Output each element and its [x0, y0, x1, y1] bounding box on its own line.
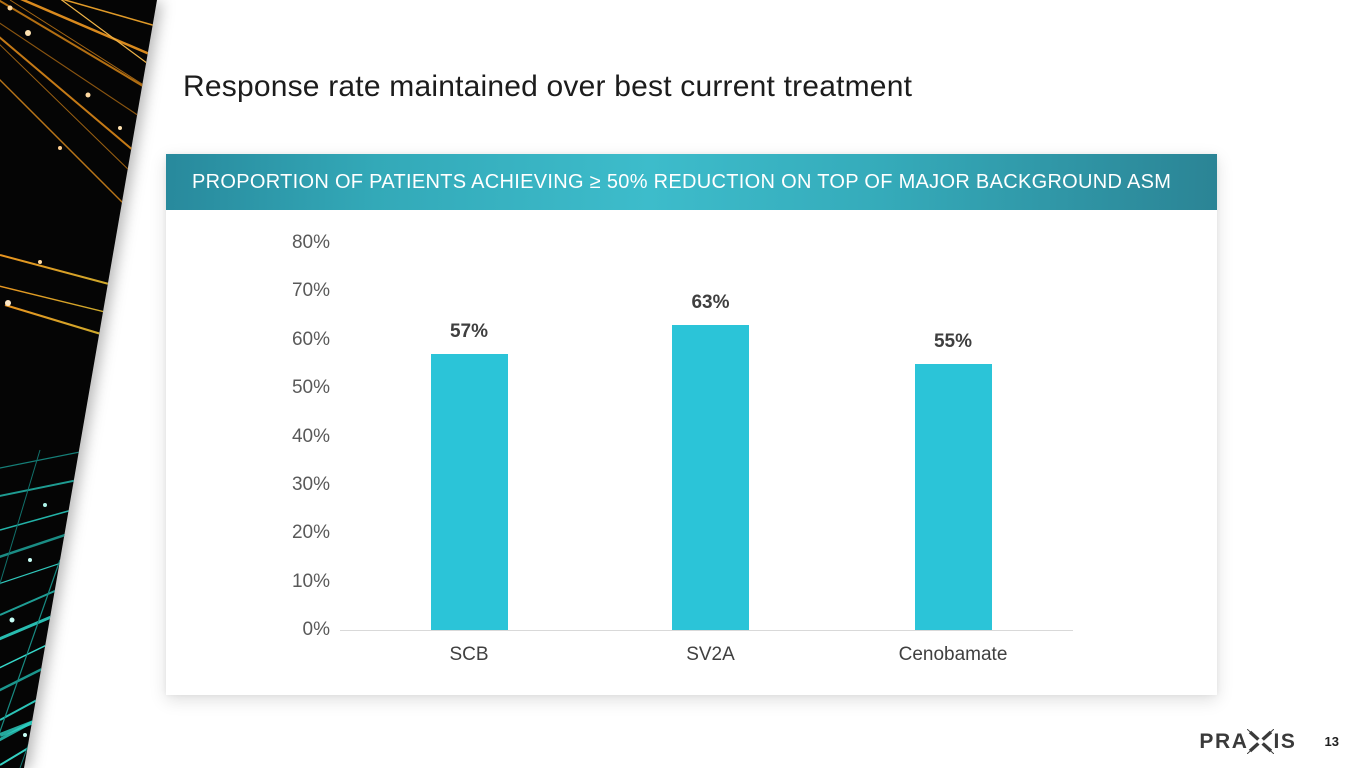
slide-footer: PRA IS 13 [1199, 729, 1339, 754]
y-axis-tick-label: 60% [291, 328, 330, 350]
category-label-cenobamate: Cenobamate [898, 644, 1008, 665]
logo-text-right: IS [1273, 729, 1297, 753]
y-axis-tick-label: 40% [291, 425, 330, 447]
slide-title: Response rate maintained over best curre… [183, 70, 913, 103]
chart-card: PROPORTION OF PATIENTS ACHIEVING ≥ 50% R… [166, 154, 1217, 695]
y-axis-tick-label: 50% [291, 377, 330, 399]
fiber-optic-decoration [0, 0, 157, 768]
x-axis-line [340, 630, 1073, 631]
data-label-sv2a: 63% [691, 292, 730, 314]
bar-chart: 0% 10% 20% 30% 40% 50% 60% 70% 80% 57% SCB 63% SV2A 5… [166, 154, 1217, 695]
logo-text-left: PRA [1199, 729, 1249, 753]
diagonal-band [0, 0, 157, 768]
category-label-scb: SCB [449, 644, 489, 665]
chart-title-text: PROPORTION OF PATIENTS ACHIEVING ≥ 50% R… [192, 170, 1172, 193]
y-axis-tick-label: 10% [291, 570, 330, 592]
bar-cenobamate [914, 363, 992, 630]
y-axis-tick-label: 70% [291, 280, 330, 302]
chart-title-banner: PROPORTION OF PATIENTS ACHIEVING ≥ 50% R… [166, 154, 1217, 210]
y-axis-tick-label: 20% [291, 522, 330, 544]
page-number: 13 [1324, 734, 1339, 749]
praxis-x-icon [1247, 729, 1275, 754]
y-axis-tick-label: 80% [291, 232, 330, 253]
category-label-sv2a: SV2A [686, 644, 735, 665]
data-label-cenobamate: 55% [933, 330, 973, 352]
bar-scb [430, 354, 508, 630]
y-axis-tick-label: 30% [291, 473, 330, 495]
praxis-logo: PRA IS [1199, 729, 1296, 754]
bar-sv2a [672, 325, 749, 630]
data-label-scb: 57% [449, 321, 489, 343]
y-axis-tick-label: 0% [302, 619, 330, 640]
